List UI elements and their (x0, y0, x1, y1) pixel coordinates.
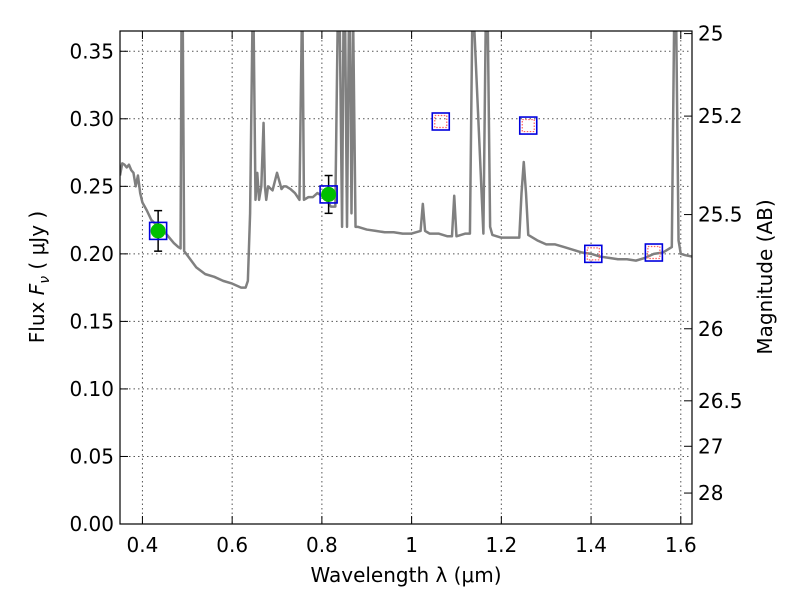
model-photometry-marker (431, 112, 451, 131)
x-tick-label: 0.6 (216, 533, 248, 557)
detection-point (321, 186, 337, 202)
model-photometry-marker (644, 243, 664, 262)
y-tick-label: 0.10 (69, 377, 114, 401)
y-tick-label: 0.05 (69, 444, 114, 468)
x-tick-label: 1 (405, 533, 418, 557)
model-photometry-marker (148, 221, 168, 241)
plot-frame (119, 30, 693, 525)
x-tick-label: 1.2 (485, 533, 517, 557)
x-tick-label: 1.6 (665, 533, 697, 557)
y-tick-label: 0.25 (69, 174, 114, 198)
x-tick-label: 1.4 (575, 533, 607, 557)
y2-tick-label: 25.2 (698, 104, 743, 128)
y2-tick-label: 25.5 (698, 203, 743, 227)
y2-tick-label: 27 (698, 434, 723, 458)
data-layer (120, 31, 692, 289)
upper-limit-marker (521, 118, 535, 133)
y2-axis-label: Magnitude (AB) (753, 199, 777, 354)
model-photometry-marker (584, 244, 603, 264)
ticks: 0.4 0.6 0.8 1 1.2 1.4 1.6 0.00 0.05 0.10 0.15 0.20 0… (69, 22, 742, 557)
x-tick-label: 0.8 (306, 533, 338, 557)
model-spectrum-line (120, 31, 692, 289)
y-tick-label: 0.35 (69, 39, 114, 63)
y-tick-label: 0.30 (69, 107, 114, 131)
x-tick-label: 0.4 (127, 533, 159, 557)
y-axis-label: Flux Fν ( μJy ) (25, 211, 53, 343)
detection-point (150, 223, 166, 239)
y2-tick-label: 25 (698, 22, 723, 46)
model-photometry-marker (518, 116, 538, 135)
y-tick-label: 0.00 (69, 512, 114, 536)
upper-limit-marker (647, 245, 661, 260)
y-tick-label: 0.20 (69, 242, 114, 266)
grid (120, 31, 692, 525)
y2-tick-label: 26 (698, 317, 723, 341)
y2-tick-label: 28 (698, 481, 723, 505)
x-axis-label: Wavelength λ (μm) (310, 563, 501, 587)
upper-limit-marker (586, 247, 600, 261)
upper-limit-marker (434, 114, 448, 129)
model-photometry-marker (319, 185, 338, 204)
y-tick-label: 0.15 (69, 309, 114, 333)
y2-tick-label: 26.5 (698, 389, 743, 413)
